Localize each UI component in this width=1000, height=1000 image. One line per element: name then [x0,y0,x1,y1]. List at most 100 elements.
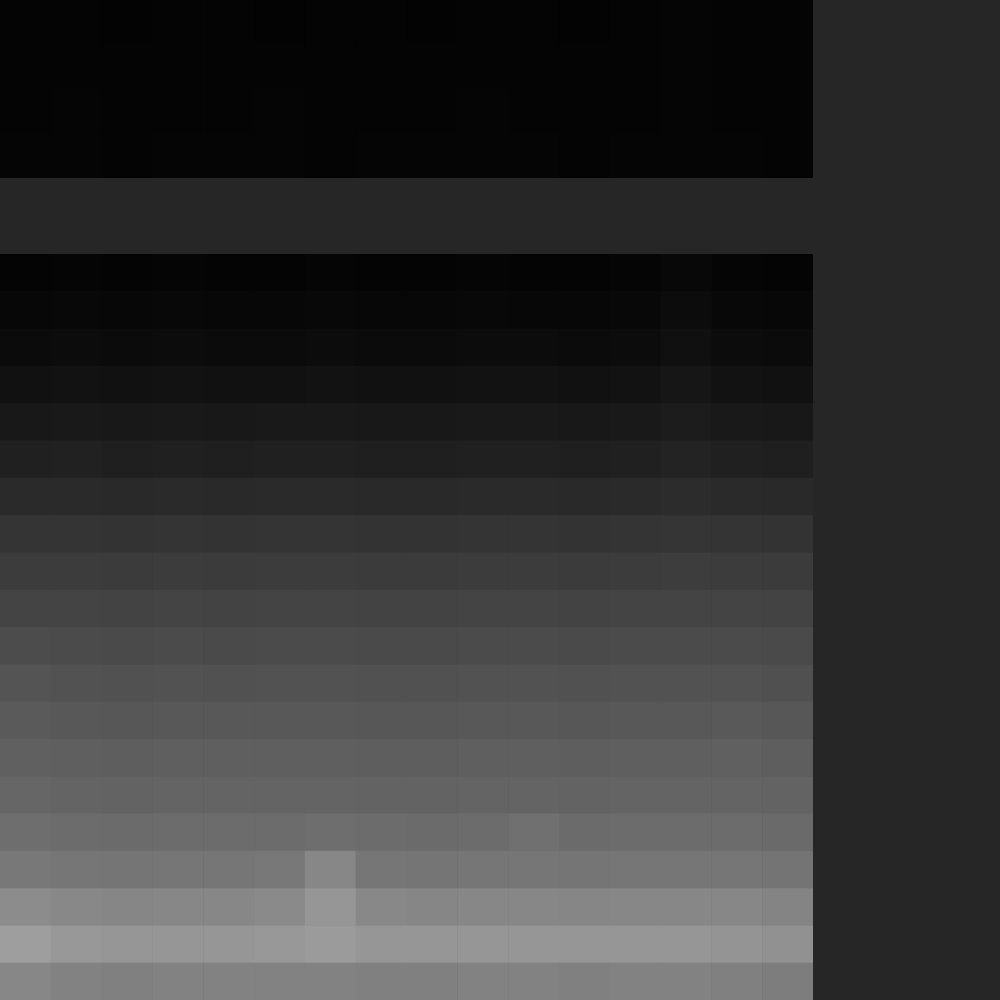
heatmap-cell [762,478,813,516]
heatmap-cell [102,89,153,134]
heatmap-cell [711,888,762,926]
heatmap-cell [711,89,762,134]
heatmap-cell [254,814,305,852]
heatmap-cell [305,963,356,1000]
heatmap-cell [711,134,762,179]
heatmap-cell [407,441,458,479]
heatmap-cell [457,134,508,179]
heatmap-cell [356,664,407,702]
heatmap-cell [0,627,51,665]
heatmap-cell [661,89,712,134]
heatmap-cell [661,291,712,329]
heatmap-cell [203,403,254,441]
heatmap-cell [559,627,610,665]
heatmap-cell [102,478,153,516]
heatmap-cell [305,441,356,479]
heatmap-cell [152,627,203,665]
heatmap-cell [152,925,203,963]
heatmap-cell [305,776,356,814]
heatmap-cell [661,366,712,404]
heatmap-cell [305,45,356,90]
heatmap-cell [762,291,813,329]
heatmap-cell [407,366,458,404]
heatmap-cell [407,552,458,590]
heatmap-cell [203,89,254,134]
heatmap-cell [152,329,203,367]
heatmap-cell [305,627,356,665]
heatmap-cell [407,515,458,553]
heatmap-cell [610,478,661,516]
heatmap-cell [0,254,51,292]
heatmap-cell [305,925,356,963]
heatmap-cell [152,515,203,553]
heatmap-cell [407,739,458,777]
heatmap-cell [610,776,661,814]
heatmap-cell [407,963,458,1000]
heatmap-cell [508,366,559,404]
heatmap-cell [508,590,559,628]
heatmap-cell [0,515,51,553]
heatmap-cell [711,702,762,740]
heatmap-cell [762,515,813,553]
heatmap-cell [152,963,203,1000]
heatmap-cell [711,664,762,702]
heatmap-cell [203,627,254,665]
heatmap-cell [305,403,356,441]
heatmap-cell [711,441,762,479]
heatmap-cell [356,441,407,479]
heatmap-cell [559,134,610,179]
heatmap-cell [305,851,356,889]
heatmap-cell [762,441,813,479]
heatmap-cell [356,45,407,90]
heatmap-cell [661,702,712,740]
heatmap-cell [508,403,559,441]
heatmap-cell [661,925,712,963]
heatmap-cell [661,0,712,45]
heatmap-cell [51,552,102,590]
heatmap-cell [610,925,661,963]
heatmap-cell [356,134,407,179]
heatmap-cell [0,329,51,367]
heatmap-cell [407,851,458,889]
heatmap-cell [0,888,51,926]
heatmap-cell [559,478,610,516]
heatmap-cell [102,552,153,590]
heatmap-cell [711,329,762,367]
heatmap-cell [407,134,458,179]
heatmap-cell [711,403,762,441]
heatmap-cell [661,627,712,665]
heatmap-cell [305,664,356,702]
heatmap-cell [51,0,102,45]
heatmap-cell [457,515,508,553]
heatmap-cell [610,254,661,292]
heatmap-cell [356,776,407,814]
heatmap-cell [610,552,661,590]
heatmap-cell [0,664,51,702]
heatmap-cell [407,45,458,90]
heatmap-cell [51,664,102,702]
heatmap-cell [305,134,356,179]
heatmap-cell [356,888,407,926]
heatmap-cell [508,627,559,665]
heatmap-cell [559,441,610,479]
heatmap-cell [254,254,305,292]
heatmap-cell [152,552,203,590]
heatmap-cell [762,329,813,367]
heatmap-cell [610,329,661,367]
heatmap-cell [661,739,712,777]
heatmap-cell [356,814,407,852]
heatmap-cell [457,963,508,1000]
heatmap-cell [508,739,559,777]
heatmap-cell [508,134,559,179]
heatmap-cell [407,627,458,665]
heatmap-cell [661,134,712,179]
heatmap-cell [559,590,610,628]
heatmap-cell [51,45,102,90]
heatmap-cell [559,925,610,963]
heatmap-cell [51,739,102,777]
heatmap-cell [762,739,813,777]
heatmap-cell [559,814,610,852]
heatmap-cell [152,590,203,628]
heatmap-cell [762,963,813,1000]
heatmap-cell [203,664,254,702]
